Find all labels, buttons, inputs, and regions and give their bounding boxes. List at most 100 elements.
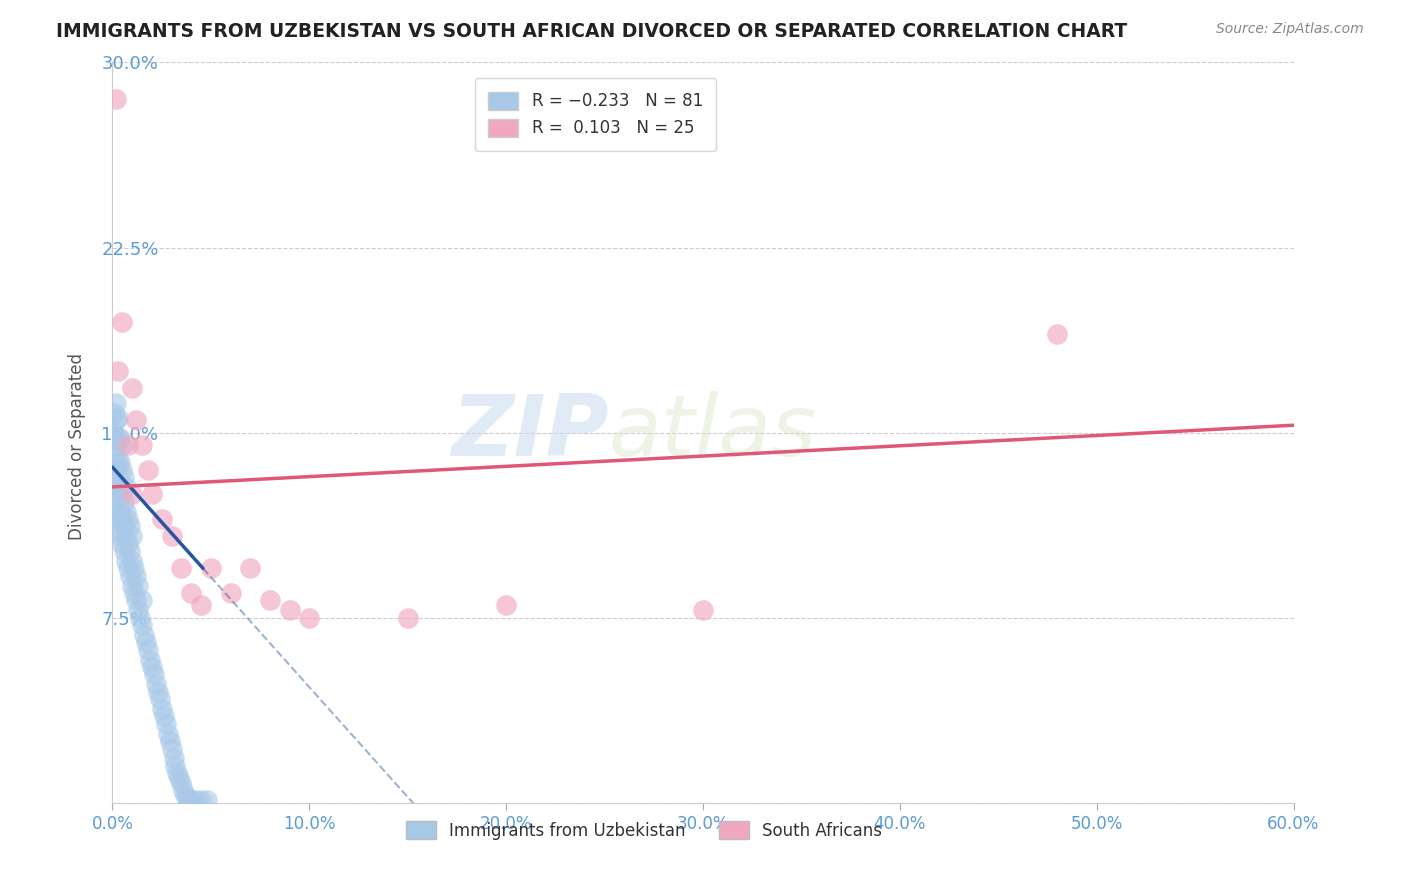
Point (111, 536, 134, 550)
Point (125, 568, 148, 582)
Point (105, 396, 128, 410)
Point (117, 536, 139, 550)
Point (111, 462, 134, 476)
Point (160, 741, 183, 756)
Point (115, 554, 138, 568)
Point (136, 642, 159, 657)
Point (103, 406, 125, 420)
Point (136, 462, 159, 476)
Point (692, 603, 714, 617)
Point (165, 758, 187, 772)
Point (107, 480, 129, 494)
Point (259, 593, 281, 607)
Point (111, 314, 134, 328)
Point (125, 593, 148, 607)
Point (495, 599, 517, 613)
Point (278, 603, 301, 617)
Point (110, 480, 132, 494)
Point (141, 660, 163, 674)
Point (166, 766, 188, 780)
Point (115, 480, 138, 494)
Point (105, 487, 128, 501)
Point (298, 610, 321, 624)
Point (149, 692, 172, 706)
Point (127, 579, 149, 593)
Point (111, 512, 134, 526)
Point (112, 519, 135, 533)
Point (107, 524, 129, 539)
Point (146, 685, 169, 699)
Point (239, 561, 262, 575)
Point (127, 603, 149, 617)
Point (155, 716, 177, 731)
Point (103, 450, 125, 465)
Point (110, 529, 132, 543)
Point (120, 519, 142, 533)
Point (174, 789, 197, 803)
Point (121, 579, 143, 593)
Text: ZIP: ZIP (451, 391, 609, 475)
Point (120, 568, 142, 582)
Point (180, 793, 202, 807)
Point (142, 667, 165, 681)
Point (131, 618, 153, 632)
Point (105, 92, 128, 106)
Point (152, 709, 174, 723)
Point (121, 487, 143, 501)
Point (160, 529, 183, 543)
Point (184, 793, 207, 807)
Point (162, 751, 184, 765)
Point (121, 381, 143, 395)
Text: IMMIGRANTS FROM UZBEKISTAN VS SOUTH AFRICAN DIVORCED OR SEPARATED CORRELATION CH: IMMIGRANTS FROM UZBEKISTAN VS SOUTH AFRI… (56, 22, 1128, 41)
Point (112, 544, 135, 558)
Point (105, 413, 128, 427)
Point (170, 776, 193, 790)
Point (107, 410, 129, 425)
Point (195, 793, 218, 807)
Point (103, 425, 125, 440)
Point (103, 500, 125, 514)
Point (170, 561, 193, 575)
Point (107, 364, 129, 378)
Point (131, 593, 153, 607)
Point (132, 628, 155, 642)
Point (121, 554, 143, 568)
Point (219, 586, 242, 600)
Point (115, 505, 138, 519)
Point (117, 512, 139, 526)
Point (190, 599, 212, 613)
Point (107, 505, 129, 519)
Point (141, 487, 163, 501)
Legend: Immigrants from Uzbekistan, South Africans: Immigrants from Uzbekistan, South Africa… (399, 814, 889, 847)
Point (110, 431, 132, 445)
Point (150, 512, 173, 526)
Point (111, 487, 134, 501)
Text: Divorced or Separated: Divorced or Separated (69, 352, 86, 540)
Point (105, 512, 128, 526)
Point (145, 677, 167, 691)
Point (135, 635, 157, 649)
Point (117, 438, 139, 452)
Point (129, 610, 152, 624)
Point (125, 413, 148, 427)
Point (112, 470, 135, 484)
Point (176, 790, 198, 805)
Point (110, 505, 132, 519)
Point (107, 431, 129, 445)
Point (396, 610, 419, 624)
Point (115, 529, 138, 543)
Point (107, 455, 129, 469)
Point (190, 793, 212, 807)
Text: Source: ZipAtlas.com: Source: ZipAtlas.com (1216, 22, 1364, 37)
Point (150, 702, 173, 716)
Point (1046, 326, 1069, 341)
Point (122, 561, 145, 575)
Point (172, 783, 194, 797)
Point (111, 438, 134, 452)
Point (122, 586, 145, 600)
Point (179, 793, 201, 807)
Point (120, 544, 142, 558)
Point (131, 438, 153, 452)
Point (117, 561, 139, 575)
Point (121, 529, 143, 543)
